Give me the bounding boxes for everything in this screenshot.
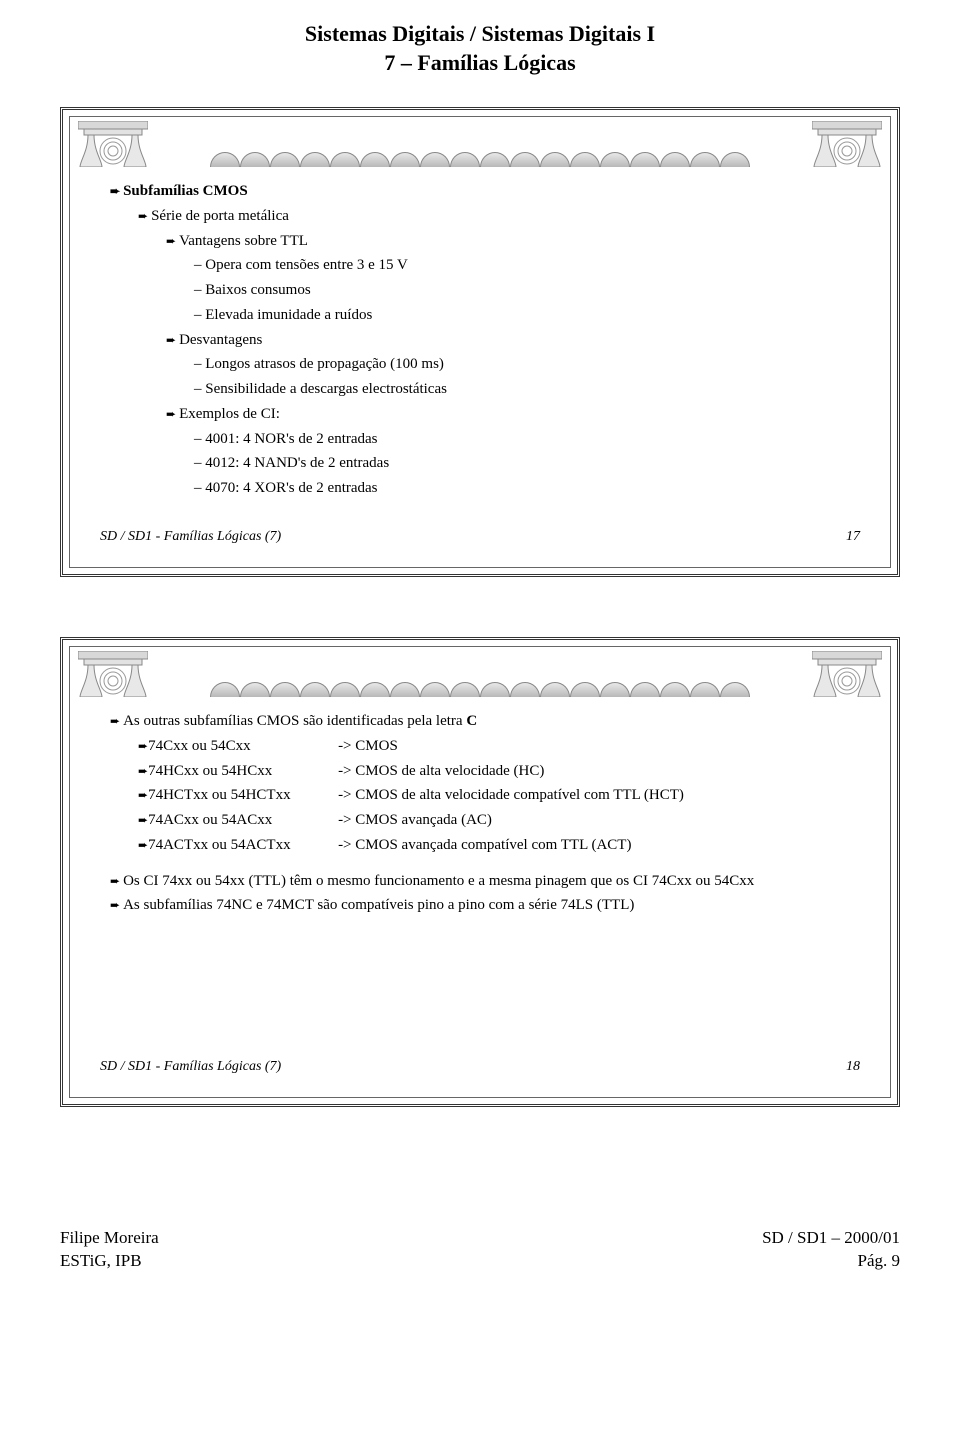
slide-1: Subfamílias CMOS Série de porta metálica… [60,107,900,577]
slide-ornament-top [70,647,890,697]
slide2-note-2: As subfamílias 74NC e 74MCT são compatív… [110,895,860,917]
slide1-vant-0: Opera com tensões entre 3 e 15 V [194,255,860,277]
slide2-note-1: Os CI 74xx ou 54xx (TTL) têm o mesmo fun… [110,871,860,893]
slide2-row-0: 74Cxx ou 54Cxx -> CMOS [138,736,860,758]
slide2-row-4: 74ACTxx ou 54ACTxx -> CMOS avançada comp… [138,835,860,857]
pillar-right-icon [812,121,882,167]
slide2-row-left: 74Cxx ou 54Cxx [148,736,338,758]
slide2-row-left: 74ACTxx ou 54ACTxx [148,835,338,857]
slide2-row-1: 74HCxx ou 54HCxx -> CMOS de alta velocid… [138,761,860,783]
pillar-left-icon [78,121,148,167]
slide1-porta: Série de porta metálica [138,206,860,228]
slide2-foot-left: SD / SD1 - Famílias Lógicas (7) [100,1057,281,1077]
slide-2: As outras subfamílias CMOS são identific… [60,637,900,1107]
footer-author: Filipe Moreira [60,1227,159,1250]
slide2-intro-bold: C [466,713,477,729]
page-header: Sistemas Digitais / Sistemas Digitais I … [60,20,900,77]
slide1-foot-right: 17 [846,527,860,547]
slide2-row-right: -> CMOS de alta velocidade compatível co… [338,785,860,807]
footer-left: Filipe Moreira ESTiG, IPB [60,1227,159,1273]
slide1-desv-0: Longos atrasos de propagação (100 ms) [194,354,860,376]
slide2-row-2: 74HCTxx ou 54HCTxx -> CMOS de alta veloc… [138,785,860,807]
footer-right: SD / SD1 – 2000/01 Pág. 9 [762,1227,900,1273]
slide2-row-left: 74HCTxx ou 54HCTxx [148,785,338,807]
slide2-footer: SD / SD1 - Famílias Lógicas (7) 18 [100,1057,860,1077]
slide1-vant-1: Baixos consumos [194,280,860,302]
slide-ornament-top [70,117,890,167]
footer-page-number: Pág. 9 [762,1250,900,1273]
slide2-foot-right: 18 [846,1057,860,1077]
header-line-1: Sistemas Digitais / Sistemas Digitais I [60,20,900,49]
slide2-row-right: -> CMOS avançada (AC) [338,810,860,832]
slide2-row-left: 74ACxx ou 54ACxx [148,810,338,832]
slide2-intro-text: As outras subfamílias CMOS são identific… [123,713,466,729]
scallop-row [148,682,812,697]
slide2-row-left: 74HCxx ou 54HCxx [148,761,338,783]
footer-course: SD / SD1 – 2000/01 [762,1227,900,1250]
page-footer: Filipe Moreira ESTiG, IPB SD / SD1 – 200… [0,1197,960,1293]
footer-institution: ESTiG, IPB [60,1250,159,1273]
pillar-right-icon [812,651,882,697]
slide1-vantagens-label: Vantagens sobre TTL [166,231,860,253]
slide2-row-right: -> CMOS [338,736,860,758]
slide1-ex-0: 4001: 4 NOR's de 2 entradas [194,429,860,451]
slide1-ex-1: 4012: 4 NAND's de 2 entradas [194,453,860,475]
slide2-row-3: 74ACxx ou 54ACxx -> CMOS avançada (AC) [138,810,860,832]
pillar-left-icon [78,651,148,697]
header-line-2: 7 – Famílias Lógicas [60,49,900,78]
slide1-title: Subfamílias CMOS [110,181,860,203]
slide2-row-right: -> CMOS de alta velocidade (HC) [338,761,860,783]
scallop-row [148,152,812,167]
slide1-desv-1: Sensibilidade a descargas electrostática… [194,379,860,401]
slide1-ex-2: 4070: 4 XOR's de 2 entradas [194,478,860,500]
slide1-vant-2: Elevada imunidade a ruídos [194,305,860,327]
slide1-desvantagens-label: Desvantagens [166,330,860,352]
slide1-foot-left: SD / SD1 - Famílias Lógicas (7) [100,527,281,547]
slide1-exemplos-label: Exemplos de CI: [166,404,860,426]
slide2-row-right: -> CMOS avançada compatível com TTL (ACT… [338,835,860,857]
slide1-footer: SD / SD1 - Famílias Lógicas (7) 17 [100,527,860,547]
slide2-intro: As outras subfamílias CMOS são identific… [110,711,860,733]
